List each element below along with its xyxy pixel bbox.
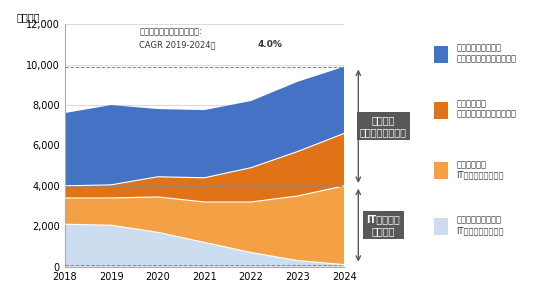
Text: ビジネス
コンサルティング: ビジネス コンサルティング: [360, 115, 407, 137]
Text: コンサルティング市場全体:: コンサルティング市場全体:: [139, 27, 202, 36]
FancyBboxPatch shape: [434, 218, 448, 235]
Text: （億円）: （億円）: [17, 12, 40, 22]
Text: デジタル関連以外の
ITコンサルティング: デジタル関連以外の ITコンサルティング: [456, 216, 504, 235]
FancyBboxPatch shape: [434, 162, 448, 179]
FancyBboxPatch shape: [434, 46, 448, 63]
FancyBboxPatch shape: [434, 102, 448, 119]
Text: 4.0%: 4.0%: [258, 41, 283, 49]
Text: デジタル関連
ITコンサルティング: デジタル関連 ITコンサルティング: [456, 160, 504, 179]
Text: デジタル関連
ビジネスコンサルティング: デジタル関連 ビジネスコンサルティング: [456, 99, 516, 119]
Text: ITコンサル
ティング: ITコンサル ティング: [366, 215, 400, 236]
Text: デジタル関連以外の
ビジネスコンサルティング: デジタル関連以外の ビジネスコンサルティング: [456, 44, 516, 63]
Text: CAGR 2019-2024：: CAGR 2019-2024：: [139, 41, 218, 49]
